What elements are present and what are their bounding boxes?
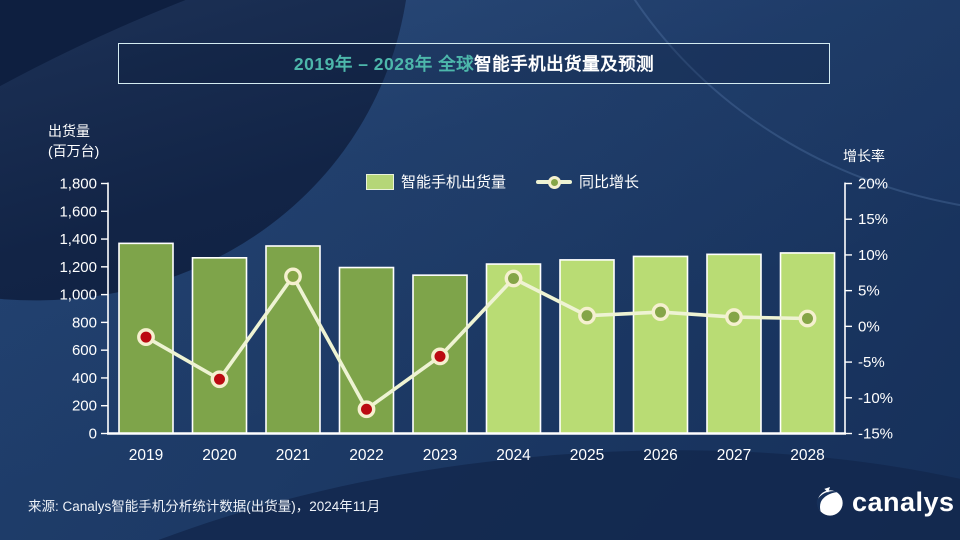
- svg-text:1,600: 1,600: [59, 203, 97, 220]
- svg-text:400: 400: [72, 370, 97, 387]
- svg-text:2021: 2021: [276, 447, 310, 464]
- chart-title-box: 2019年 – 2028年 全球 智能手机出货量及预测: [118, 43, 830, 84]
- svg-text:800: 800: [72, 314, 97, 331]
- svg-text:20%: 20%: [858, 176, 888, 193]
- svg-text:2028: 2028: [790, 447, 824, 464]
- svg-text:0%: 0%: [858, 318, 880, 335]
- svg-text:2025: 2025: [570, 447, 604, 464]
- svg-text:2027: 2027: [717, 447, 751, 464]
- svg-text:2023: 2023: [423, 447, 457, 464]
- svg-text:0: 0: [89, 426, 97, 443]
- chart-title-range: 2019年 – 2028年: [293, 54, 439, 74]
- chart-title-scope: 全球: [438, 54, 475, 74]
- svg-text:1,800: 1,800: [59, 176, 97, 193]
- line-swatch-marker: [548, 175, 562, 189]
- svg-text:10%: 10%: [858, 247, 888, 264]
- svg-text:600: 600: [72, 342, 97, 359]
- left-axis-title-line2: (百万台): [48, 143, 100, 159]
- right-axis-title: 增长率: [843, 148, 885, 164]
- svg-text:2022: 2022: [349, 447, 383, 464]
- svg-text:-15%: -15%: [858, 426, 893, 443]
- svg-text:2020: 2020: [202, 447, 237, 464]
- svg-text:1,400: 1,400: [59, 231, 97, 248]
- svg-text:-10%: -10%: [858, 390, 893, 407]
- legend-item-shipments: 智能手机出货量: [366, 171, 506, 192]
- svg-text:2024: 2024: [496, 447, 531, 464]
- svg-text:200: 200: [72, 398, 97, 415]
- left-axis-title-line1: 出货量: [48, 123, 90, 139]
- bar-series-swatch-icon: [366, 173, 394, 190]
- legend-item-growth: 同比增长: [536, 171, 639, 192]
- source-note: 来源: Canalys智能手机分析统计数据(出货量)，2024年11月: [28, 499, 381, 514]
- canalys-logo: canalys: [815, 487, 955, 517]
- svg-text:15%: 15%: [858, 211, 888, 228]
- svg-text:2019: 2019: [129, 447, 163, 464]
- svg-text:2026: 2026: [643, 447, 677, 464]
- canalys-logo-icon: [816, 487, 843, 516]
- legend-label-shipments: 智能手机出货量: [401, 174, 507, 191]
- chart-title-main: 智能手机出货量及预测: [474, 54, 655, 74]
- legend-label-growth: 同比增长: [579, 174, 640, 191]
- left-axis-title: 出货量 (百万台): [48, 121, 99, 161]
- svg-text:1,000: 1,000: [59, 287, 97, 304]
- line-series-swatch-icon: [536, 174, 573, 190]
- chart-legend: 智能手机出货量 同比增长: [366, 171, 639, 192]
- svg-text:1,200: 1,200: [59, 259, 97, 276]
- svg-text:5%: 5%: [858, 283, 880, 300]
- canalys-logo-text: canalys: [852, 486, 955, 517]
- svg-text:-5%: -5%: [858, 354, 885, 371]
